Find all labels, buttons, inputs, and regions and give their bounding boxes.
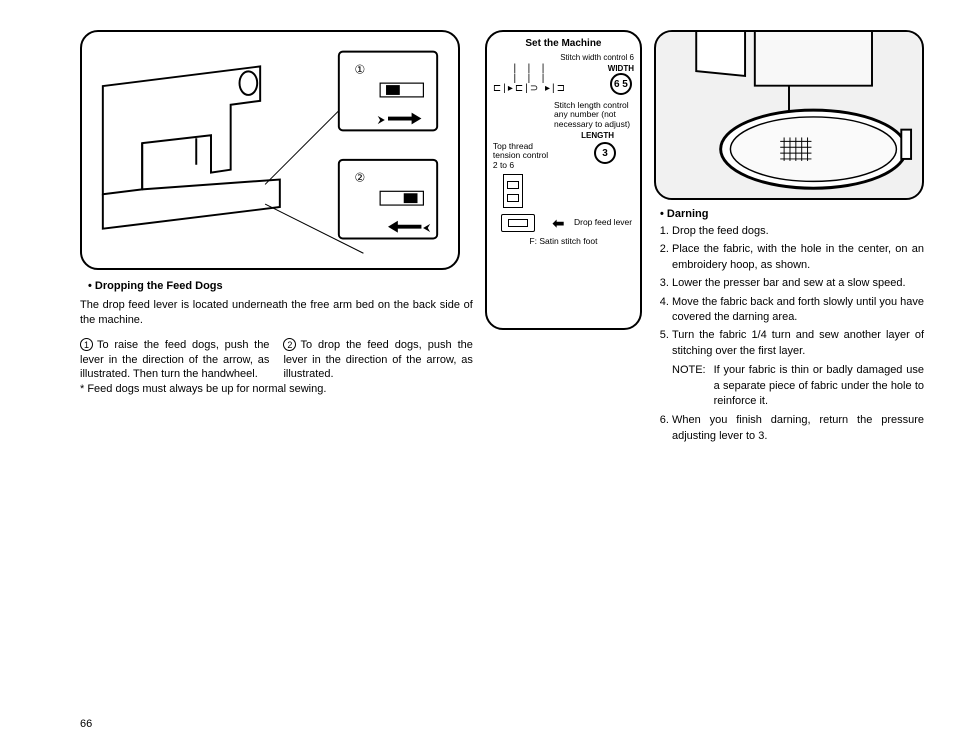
darning-step-2: Place the fabric, with the hole in the c… <box>672 242 924 273</box>
sewing-machine-diagram: ① ⮞ ② ⮜ <box>82 32 458 268</box>
darning-step-3: Lower the presser bar and sew at a slow … <box>672 276 924 291</box>
darning-diagram <box>656 32 922 198</box>
tension-caption: Top thread tension control 2 to 6 <box>493 142 549 170</box>
darning-illustration-panel <box>654 30 924 200</box>
feed-dog-illustration-panel: ① ⮞ ② ⮜ <box>80 30 460 270</box>
step-2: 2To drop the feed dogs, push the lever i… <box>283 338 472 383</box>
svg-text:②: ② <box>355 170 366 184</box>
darning-step-4: Move the fabric back and forth slowly un… <box>672 295 924 326</box>
width-dial-icon: 6 5 <box>610 73 632 95</box>
step-2-text: To drop the feed dogs, push the lever in… <box>283 339 472 381</box>
length-label: LENGTH <box>493 131 614 140</box>
svg-text:⮞: ⮞ <box>377 114 385 124</box>
left-column: ① ⮞ ② ⮜ • Dropping the Feed Dogs <box>80 30 473 407</box>
darning-steps-cont: When you finish darning, return the pres… <box>672 413 924 444</box>
darning-text: • Darning Drop the feed dogs. Place the … <box>654 208 924 444</box>
step-1: 1To raise the feed dogs, push the lever … <box>80 338 269 383</box>
manual-page: ① ⮞ ② ⮜ • Dropping the Feed Dogs <box>80 30 924 447</box>
svg-text:①: ① <box>355 62 366 76</box>
foot-caption: F: Satin stitch foot <box>493 236 634 246</box>
step-1-number: 1 <box>80 338 93 351</box>
step-1-text: To raise the feed dogs, push the lever i… <box>80 339 269 381</box>
darning-note: NOTE: If your fabric is thin or badly da… <box>672 363 924 409</box>
width-label: WIDTH <box>608 64 634 73</box>
darning-step-6: When you finish darning, return the pres… <box>672 413 924 444</box>
darning-heading: • Darning <box>660 208 924 220</box>
right-column: • Darning Drop the feed dogs. Place the … <box>654 30 924 447</box>
note-label: NOTE: <box>672 363 706 409</box>
left-heading: • Dropping the Feed Dogs <box>88 280 473 292</box>
darning-steps: Drop the feed dogs. Place the fabric, wi… <box>672 224 924 359</box>
drop-lever-icon: ⬅ <box>548 215 568 232</box>
presser-foot-icon <box>501 214 535 232</box>
darning-step-1: Drop the feed dogs. <box>672 224 924 239</box>
feed-dog-footnote: * Feed dogs must always be up for normal… <box>80 382 473 397</box>
drop-lever-caption: Drop feed lever <box>574 218 634 227</box>
darning-step-5: Turn the fabric 1/4 turn and sew another… <box>672 328 924 359</box>
set-machine-title: Set the Machine <box>493 38 634 49</box>
width-caption: Stitch width control 6 <box>493 53 634 62</box>
length-dial-icon: 3 <box>594 142 616 164</box>
left-intro: The drop feed lever is located underneat… <box>80 298 473 328</box>
set-machine-panel: Set the Machine Stitch width control 6 |… <box>485 30 642 330</box>
step-2-number: 2 <box>283 338 296 351</box>
note-text: If your fabric is thin or badly damaged … <box>714 363 924 409</box>
length-caption: Stitch length control any number (not ne… <box>554 101 634 129</box>
tension-slot-icon <box>503 174 523 208</box>
page-number: 66 <box>80 718 92 730</box>
svg-text:⮜: ⮜ <box>422 223 430 233</box>
feed-dog-text: • Dropping the Feed Dogs The drop feed l… <box>80 280 473 397</box>
middle-column: Set the Machine Stitch width control 6 |… <box>485 30 642 330</box>
needle-position-icon: | | || | |⊏|▸⊏|⊃ ▸|⊐ <box>493 64 567 94</box>
